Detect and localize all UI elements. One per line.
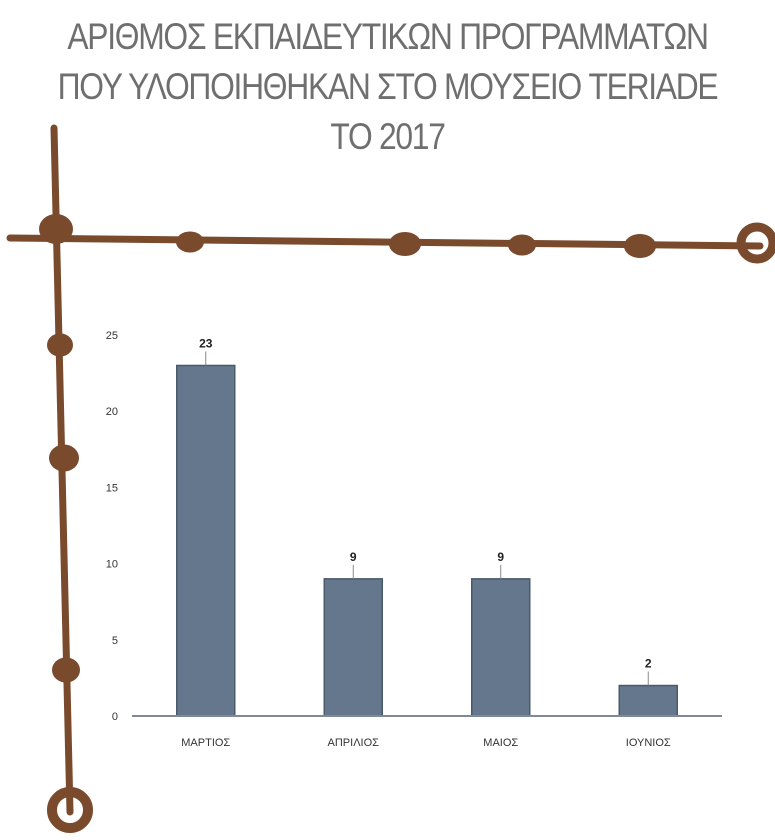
data-label: 23	[199, 336, 213, 350]
chart-title: ΑΡΙΘΜΟΣ ΕΚΠΑΙΔΕΥΤΙΚΩΝ ΠΡΟΓΡΑΜΜΑΤΩΝ ΠΟΥ Υ…	[54, 12, 721, 162]
data-label: 9	[497, 550, 504, 564]
title-line-2: ΠΟΥ ΥΛΟΠΟΙΗΘΗΚΑΝ ΣΤΟ ΜΟΥΣΕΙΟ TERIADE	[57, 66, 719, 107]
category-label: ΙΟΥΝΙΟΣ	[626, 737, 671, 749]
rope-loop-end	[736, 222, 775, 264]
rope-knot	[49, 444, 79, 472]
y-tick-label: 10	[106, 559, 118, 571]
rope-knot	[47, 333, 73, 357]
category-label: ΜΑΡΤΙΟΣ	[181, 737, 230, 749]
rope-knot	[52, 657, 80, 683]
data-label: 2	[645, 657, 652, 671]
y-tick-label: 15	[106, 482, 118, 494]
y-tick-label: 5	[112, 635, 118, 647]
y-tick-label: 0	[112, 711, 118, 723]
rope-corner-knot	[39, 214, 73, 244]
rope-knot	[389, 232, 421, 256]
title-line-1: ΑΡΙΘΜΟΣ ΕΚΠΑΙΔΕΥΤΙΚΩΝ ΠΡΟΓΡΑΜΜΑΤΩΝ	[67, 16, 709, 57]
rope-knot	[176, 231, 204, 253]
y-tick-label: 25	[106, 330, 118, 342]
rope-knot	[624, 234, 656, 258]
bar	[323, 578, 383, 717]
bar	[471, 578, 531, 717]
rope-knot	[508, 234, 536, 256]
bar	[618, 684, 678, 717]
y-tick-label: 20	[106, 406, 118, 418]
bar	[176, 364, 236, 717]
data-label: 9	[350, 550, 357, 564]
rope-loop-end	[47, 787, 93, 833]
title-line-3: ΤΟ 2017	[330, 116, 446, 157]
category-label: ΑΠΡΙΛΙΟΣ	[328, 737, 380, 749]
category-label: ΜΑΙΟΣ	[483, 737, 518, 749]
